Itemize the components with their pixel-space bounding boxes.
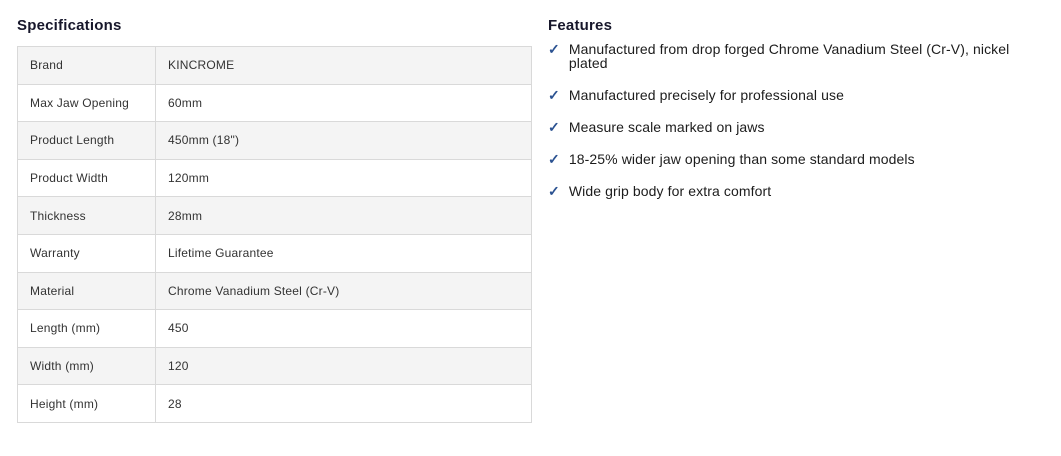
feature-item: ✓ Manufactured from drop forged Chrome Va… (548, 42, 1041, 70)
spec-row: Product Length 450mm (18") (17, 121, 532, 160)
spec-label-cell: Max Jaw Opening (17, 83, 156, 123)
feature-item: ✓ Manufactured precisely for professional… (548, 88, 1041, 102)
spec-label-cell: Brand (17, 46, 156, 85)
features-list: ✓ Manufactured from drop forged Chrome Va… (548, 42, 1041, 198)
spec-value-cell: 120mm (155, 158, 532, 198)
spec-label-cell: Material (17, 271, 156, 311)
feature-text: Manufactured precisely for professional … (568, 87, 844, 103)
spec-value-cell: 28mm (155, 196, 532, 235)
spec-value-cell: 120 (155, 346, 532, 386)
feature-item: ✓ 18-25% wider jaw opening than some stan… (548, 152, 1041, 166)
checkmark-icon: ✓ (548, 151, 560, 167)
spec-value-cell: 450 (155, 309, 532, 348)
feature-text: Manufactured from drop forged Chrome Van… (568, 41, 1010, 71)
feature-item: ✓ Measure scale marked on jaws (548, 120, 1041, 134)
spec-label-cell: Height (mm) (17, 384, 156, 423)
features-section: Features ✓ Manufactured from drop forged … (548, 18, 1061, 423)
spec-label-cell: Width (mm) (17, 346, 156, 386)
spec-row: Width (mm) 120 (17, 346, 532, 386)
spec-row: Length (mm) 450 (17, 309, 532, 348)
spec-row: Brand KINCROME (17, 46, 532, 85)
specifications-title: Specifications (17, 17, 122, 34)
specifications-section: Specifications Brand KINCROME Max Jaw Open… (17, 18, 532, 423)
spec-row: Max Jaw Opening 60mm (17, 83, 532, 123)
spec-value-cell: Lifetime Guarantee (155, 233, 532, 273)
spec-value-cell: 450mm (18") (155, 121, 532, 160)
spec-row: Material Chrome Vanadium Steel (Cr-V) (17, 271, 532, 311)
specifications-table-body: Brand KINCROME Max Jaw Opening 60mm Product … (17, 46, 532, 423)
spec-label-cell: Product Length (17, 121, 156, 160)
spec-value-cell: KINCROME (155, 46, 532, 85)
features-title: Features (548, 17, 613, 34)
specifications-table: Brand KINCROME Max Jaw Opening 60mm Product … (17, 46, 532, 423)
spec-label-cell: Thickness (17, 196, 156, 235)
checkmark-icon: ✓ (548, 183, 560, 199)
product-details-panel: Specifications Brand KINCROME Max Jaw Open… (17, 18, 1061, 423)
spec-label-cell: Length (mm) (17, 309, 156, 348)
feature-text: Measure scale marked on jaws (568, 119, 765, 135)
feature-item: ✓ Wide grip body for extra comfort (548, 184, 1041, 198)
spec-row: Warranty Lifetime Guarantee (17, 233, 532, 273)
spec-value-cell: Chrome Vanadium Steel (Cr-V) (155, 271, 532, 311)
checkmark-icon: ✓ (548, 41, 560, 57)
spec-value-cell: 28 (155, 384, 532, 423)
checkmark-icon: ✓ (548, 119, 560, 135)
feature-text: Wide grip body for extra comfort (568, 183, 772, 199)
spec-row: Product Width 120mm (17, 158, 532, 198)
spec-row: Thickness 28mm (17, 196, 532, 235)
spec-value-cell: 60mm (155, 83, 532, 123)
spec-label-cell: Product Width (17, 158, 156, 198)
spec-row: Height (mm) 28 (17, 384, 532, 423)
feature-text: 18-25% wider jaw opening than some stand… (568, 151, 915, 167)
checkmark-icon: ✓ (548, 87, 560, 103)
spec-label-cell: Warranty (17, 233, 156, 273)
